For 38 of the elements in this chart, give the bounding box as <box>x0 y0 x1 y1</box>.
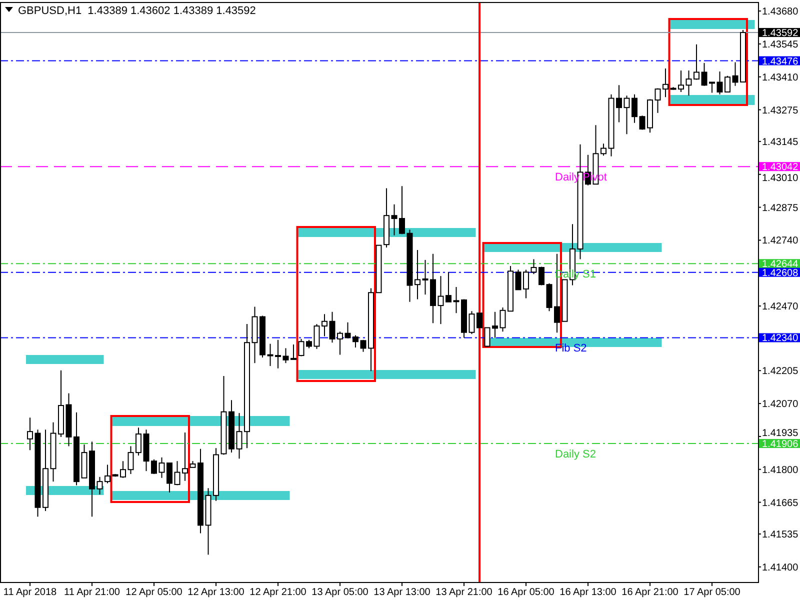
y-tick-label: 1.43476 <box>762 56 799 68</box>
y-tick-label: 1.42070 <box>762 399 799 410</box>
ref-line-label: Daily S2 <box>555 448 596 461</box>
y-tick-label: 1.41400 <box>762 562 799 574</box>
x-tick-label: 17 Apr 05:00 <box>684 587 741 598</box>
y-tick-label: 1.42608 <box>762 268 799 279</box>
y-tick-label: 1.41906 <box>762 439 799 450</box>
x-tick-label: 13 Apr 05:00 <box>312 587 369 598</box>
y-tick-label: 1.41800 <box>762 464 799 476</box>
y-tick-label: 1.42205 <box>762 366 799 378</box>
x-tick-label: 16 Apr 21:00 <box>622 587 679 598</box>
x-tick-label: 16 Apr 13:00 <box>560 587 617 598</box>
y-tick-label: 1.42470 <box>762 302 799 313</box>
y-tick-label: 1.41665 <box>762 498 799 509</box>
chart-title: GBPUSD,H1 1.43389 1.43602 1.43389 1.43592 <box>18 5 256 17</box>
y-tick-label: 1.41935 <box>762 428 799 440</box>
y-tick-label: 1.42740 <box>762 236 799 247</box>
y-tick-label: 1.42644 <box>762 259 799 270</box>
candlestick <box>27 417 33 451</box>
x-tick-label: 12 Apr 21:00 <box>250 587 307 598</box>
y-tick-label: 1.43145 <box>762 136 799 148</box>
x-tick-label: 13 Apr 21:00 <box>436 587 493 598</box>
y-tick-label: 1.41535 <box>762 529 799 540</box>
x-tick-label: 11 Apr 21:00 <box>64 587 120 598</box>
y-tick-label: 1.43592 <box>762 28 799 39</box>
y-tick-label: 1.42340 <box>762 333 799 344</box>
y-tick-label: 1.43275 <box>762 105 799 116</box>
x-tick-label: 13 Apr 13:00 <box>374 587 431 598</box>
x-tick-label: 12 Apr 05:00 <box>126 587 183 598</box>
y-tick-label: 1.43042 <box>762 162 799 174</box>
y-tick-label: 1.43680 <box>762 6 799 18</box>
x-tick-label: 12 Apr 13:00 <box>188 587 245 598</box>
x-tick-label: 11 Apr 2018 <box>3 587 58 598</box>
y-tick-label: 1.43410 <box>762 72 799 84</box>
x-tick-label: 16 Apr 05:00 <box>498 587 555 598</box>
y-tick-label: 1.43010 <box>762 173 799 184</box>
y-tick-label: 1.43545 <box>762 39 799 50</box>
y-tick-label: 1.42875 <box>762 202 799 214</box>
